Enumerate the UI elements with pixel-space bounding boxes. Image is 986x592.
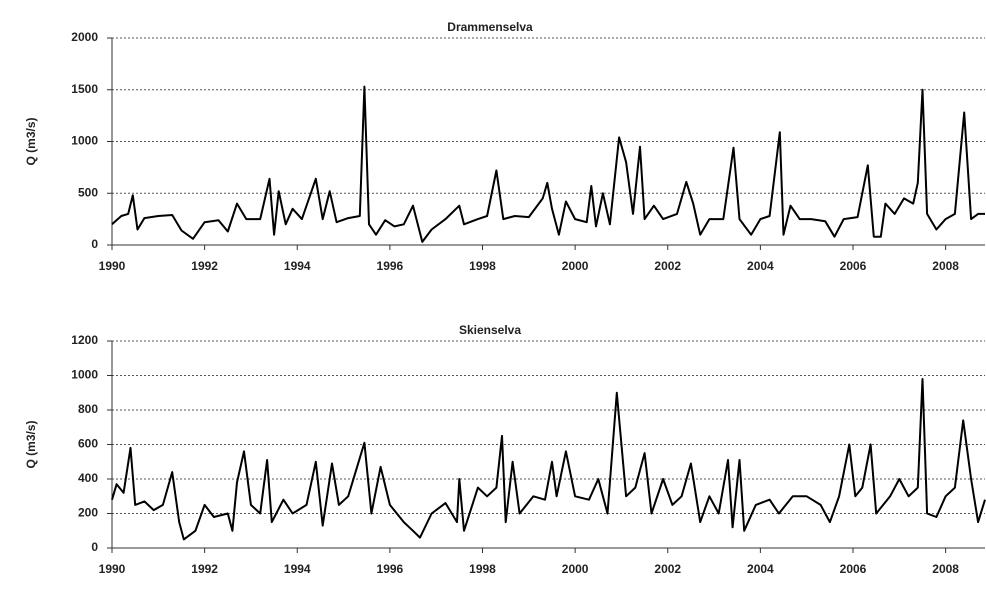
x-tick-label: 1998 (469, 259, 496, 273)
y-tick-label: 800 (78, 402, 98, 416)
x-tick-label: 2000 (562, 562, 589, 576)
x-tick-label: 2004 (747, 259, 774, 273)
x-tick-label: 1992 (191, 259, 218, 273)
y-tick-label: 1000 (71, 134, 98, 148)
data-line (111, 85, 985, 243)
y-tick-label: 500 (78, 185, 98, 199)
y-tick-label: 0 (91, 540, 98, 554)
x-tick-label: 2008 (932, 562, 959, 576)
x-tick-label: 1994 (284, 259, 311, 273)
x-tick-label: 1990 (99, 259, 126, 273)
y-tick-label: 1200 (71, 333, 98, 347)
x-tick-label: 2002 (654, 562, 681, 576)
y-axis-label: Q (m3/s) (24, 117, 38, 165)
x-tick-label: 1998 (469, 562, 496, 576)
x-tick-label: 2006 (840, 562, 867, 576)
x-tick-label: 2008 (932, 259, 959, 273)
x-tick-label: 1996 (377, 562, 404, 576)
y-tick-label: 400 (78, 471, 98, 485)
y-tick-label: 1500 (71, 82, 98, 96)
y-axis-label: Q (m3/s) (24, 420, 38, 468)
y-tick-label: 600 (78, 437, 98, 451)
x-tick-label: 2006 (840, 259, 867, 273)
x-tick-label: 1990 (99, 562, 126, 576)
chart-title: Drammenselva (447, 20, 533, 34)
x-tick-label: 2004 (747, 562, 774, 576)
y-tick-label: 1000 (71, 368, 98, 382)
x-tick-label: 1996 (377, 259, 404, 273)
y-tick-label: 2000 (71, 30, 98, 44)
x-tick-label: 1992 (191, 562, 218, 576)
x-tick-label: 2000 (562, 259, 589, 273)
chart-title: Skienselva (459, 323, 521, 337)
data-line (111, 378, 986, 541)
y-tick-label: 0 (91, 237, 98, 251)
x-tick-label: 1994 (284, 562, 311, 576)
x-tick-label: 2002 (654, 259, 681, 273)
y-tick-label: 200 (78, 506, 98, 520)
